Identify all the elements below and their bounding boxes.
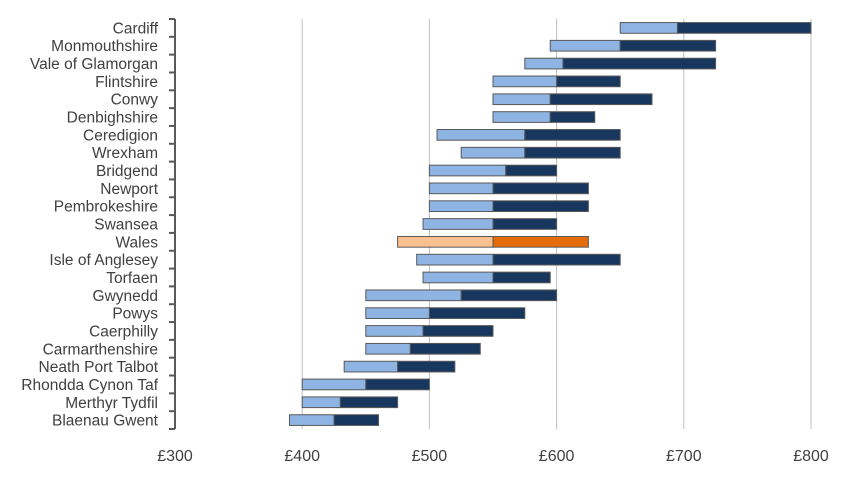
- x-tick-label: £800: [793, 448, 829, 465]
- bars: [288, 22, 812, 426]
- category-label: Ceredigion: [83, 127, 158, 144]
- category-label: Gwynedd: [93, 288, 158, 305]
- category-label: Newport: [100, 181, 158, 198]
- bar-lower-segment: [460, 146, 526, 159]
- bar-lower-segment: [422, 271, 494, 284]
- bar-upper-segment: [339, 396, 399, 409]
- bar-lower-segment: [397, 235, 494, 248]
- bar-upper-segment: [492, 200, 589, 213]
- bar-upper-segment: [505, 164, 558, 177]
- bar-upper-segment: [365, 378, 430, 391]
- bar-lower-segment: [416, 253, 494, 266]
- category-label: Denbighshire: [67, 110, 158, 127]
- category-label: Monmouthshire: [51, 38, 158, 55]
- category-label: Blaenau Gwent: [52, 413, 159, 430]
- bar-upper-segment: [409, 342, 481, 355]
- bar-upper-segment: [460, 289, 558, 302]
- bar-upper-segment: [397, 360, 456, 373]
- bar-lower-segment: [492, 93, 551, 106]
- category-label: Cardiff: [113, 20, 159, 37]
- bar-lower-segment: [619, 22, 678, 34]
- category-label: Flintshire: [95, 74, 158, 91]
- bar-upper-segment: [556, 75, 621, 88]
- x-tick-label: £300: [157, 448, 193, 465]
- bar-upper-segment: [492, 235, 589, 248]
- bar-upper-segment: [492, 253, 621, 266]
- bar-lower-segment: [428, 164, 507, 177]
- x-tick-label: £600: [539, 448, 575, 465]
- bar-lower-segment: [365, 325, 424, 337]
- bar-upper-segment: [676, 22, 812, 34]
- bar-upper-segment: [562, 57, 717, 70]
- category-label: Neath Port Talbot: [39, 359, 159, 376]
- category-label: Pembrokeshire: [54, 199, 158, 216]
- bar-lower-segment: [301, 378, 367, 391]
- category-label: Caerphilly: [89, 323, 158, 340]
- category-label: Wrexham: [92, 145, 158, 162]
- bar-lower-segment: [343, 360, 399, 373]
- bar-upper-segment: [492, 182, 589, 195]
- bar-lower-segment: [428, 182, 494, 195]
- bar-upper-segment: [492, 218, 558, 230]
- bar-lower-segment: [524, 57, 564, 70]
- x-axis: £300 £400 £500 £600 £700 £800: [157, 448, 829, 465]
- category-label: Wales: [116, 234, 159, 251]
- bar-upper-segment: [619, 39, 717, 52]
- bar-lower-segment: [301, 396, 341, 409]
- category-label: Powys: [112, 306, 158, 323]
- category-label: Swansea: [94, 217, 158, 234]
- category-label: Conwy: [111, 92, 159, 109]
- bar-upper-segment: [549, 93, 653, 106]
- bar-lower-segment: [492, 75, 558, 88]
- category-label: Vale of Glamorgan: [30, 56, 158, 73]
- x-tick-label: £400: [284, 448, 320, 465]
- bar-upper-segment: [492, 271, 551, 284]
- category-label: Isle of Anglesey: [49, 252, 158, 269]
- bar-lower-segment: [422, 218, 494, 230]
- bar-lower-segment: [365, 342, 411, 355]
- category-label: Merthyr Tydfil: [65, 395, 158, 412]
- bar-upper-segment: [524, 129, 621, 141]
- bar-lower-segment: [365, 289, 462, 302]
- bar-lower-segment: [436, 129, 526, 141]
- category-label: Carmarthenshire: [43, 341, 158, 358]
- category-label: Bridgend: [96, 163, 158, 180]
- category-label: Torfaen: [106, 270, 158, 287]
- bar-upper-segment: [524, 146, 621, 159]
- bar-upper-segment: [428, 307, 526, 319]
- bar-lower-segment: [549, 39, 621, 52]
- bar-upper-segment: [549, 111, 596, 123]
- bar-upper-segment: [422, 325, 494, 337]
- bar-lower-segment: [288, 414, 335, 426]
- bar-lower-segment: [428, 200, 494, 213]
- x-tick-label: £700: [666, 448, 702, 465]
- bar-upper-segment: [333, 414, 380, 426]
- category-label: Rhondda Cynon Taf: [21, 377, 158, 394]
- bar-lower-segment: [492, 111, 551, 123]
- bar-lower-segment: [365, 307, 430, 319]
- x-tick-label: £500: [412, 448, 448, 465]
